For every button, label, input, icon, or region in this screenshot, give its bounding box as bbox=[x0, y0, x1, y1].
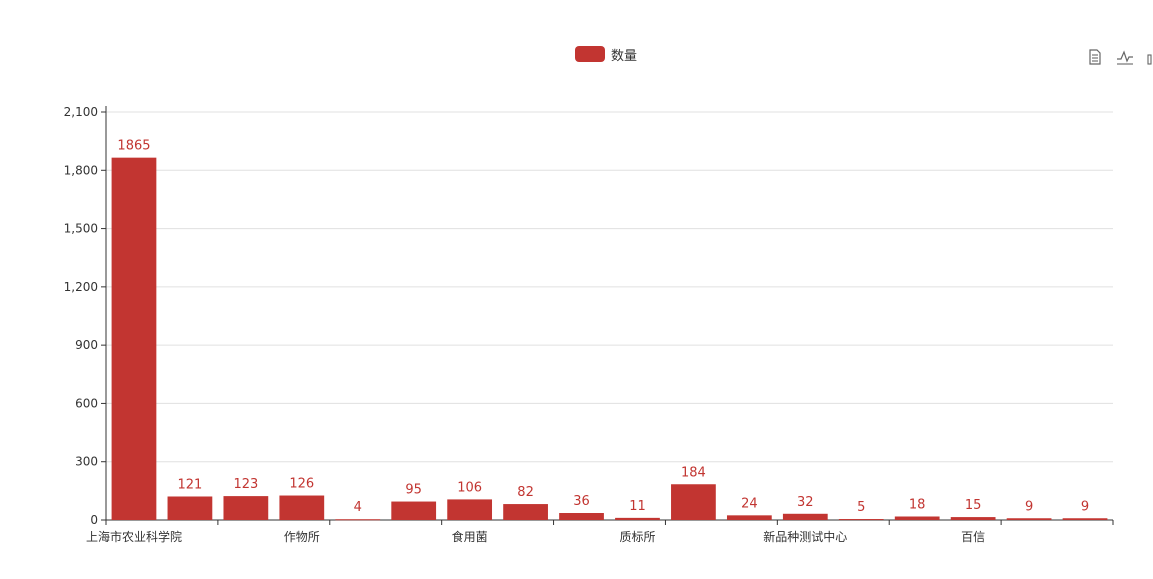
bar[interactable] bbox=[950, 517, 996, 520]
bar-value-label: 123 bbox=[233, 477, 258, 492]
bar[interactable] bbox=[335, 519, 381, 521]
bar[interactable] bbox=[447, 499, 493, 520]
bar[interactable] bbox=[167, 496, 213, 520]
bar-value-label: 15 bbox=[965, 498, 982, 513]
y-tick-label: 1,800 bbox=[64, 163, 98, 177]
bar-value-label: 9 bbox=[1025, 499, 1033, 514]
bar-chart-icon[interactable] bbox=[1146, 48, 1153, 66]
y-tick-label: 0 bbox=[90, 513, 98, 527]
y-tick-label: 600 bbox=[75, 396, 98, 410]
data-view-icon[interactable] bbox=[1086, 48, 1104, 66]
bar-value-label: 126 bbox=[289, 477, 314, 492]
bar-value-label: 32 bbox=[797, 495, 814, 510]
grid-lines bbox=[106, 111, 1113, 463]
axes: 0 300 600 900 1,200 1,500 1,800 2,100 上海市农业科学院 作物… bbox=[64, 105, 1114, 544]
bar[interactable] bbox=[559, 513, 604, 520]
bar-value-label: 82 bbox=[517, 485, 534, 500]
bar[interactable] bbox=[782, 513, 828, 520]
y-tick-label: 900 bbox=[75, 338, 98, 352]
bars bbox=[111, 157, 1108, 521]
x-tick-label: 新品种测试中心 bbox=[763, 529, 847, 544]
bar[interactable] bbox=[279, 495, 325, 520]
y-tick-label: 1,200 bbox=[64, 280, 98, 294]
bar-value-label: 106 bbox=[457, 480, 482, 495]
x-tick-label: 食用菌 bbox=[452, 529, 488, 544]
bar[interactable] bbox=[503, 504, 548, 520]
bar-value-label: 24 bbox=[741, 496, 758, 511]
bar-value-label: 18 bbox=[909, 498, 926, 513]
toolbox bbox=[1086, 48, 1153, 66]
y-tick-label: 1,500 bbox=[64, 222, 98, 236]
bar-value-label: 121 bbox=[178, 477, 203, 492]
y-tick-label: 300 bbox=[75, 455, 98, 469]
y-tick-label: 2,100 bbox=[64, 105, 98, 119]
x-tick-label: 作物所 bbox=[284, 530, 320, 544]
x-tick-label: 质标所 bbox=[619, 530, 655, 544]
bar-labels: 1865 121 123 126 4 95 106 82 36 11 184 24 32 5 18 15 9 9 bbox=[117, 139, 1089, 516]
bar-value-label: 36 bbox=[573, 494, 590, 509]
bar[interactable] bbox=[671, 484, 716, 520]
bar-value-label: 9 bbox=[1081, 499, 1089, 514]
bar[interactable] bbox=[111, 157, 157, 520]
bar[interactable] bbox=[894, 516, 940, 520]
bar[interactable] bbox=[726, 515, 772, 520]
bar[interactable] bbox=[838, 519, 884, 521]
bar[interactable] bbox=[1062, 518, 1108, 520]
bar-value-label: 1865 bbox=[117, 139, 150, 154]
legend-swatch bbox=[575, 46, 605, 62]
bar[interactable] bbox=[615, 517, 660, 520]
x-tick-label: 上海市农业科学院 bbox=[86, 529, 182, 544]
bar[interactable] bbox=[223, 496, 269, 520]
bar-value-label: 5 bbox=[857, 500, 865, 515]
x-tick-label: 百信 bbox=[961, 530, 985, 544]
bar-value-label: 95 bbox=[405, 483, 422, 498]
bar-value-label: 184 bbox=[681, 465, 706, 480]
bar-value-label: 4 bbox=[354, 500, 362, 515]
line-chart-icon[interactable] bbox=[1116, 48, 1134, 66]
legend-label: 数量 bbox=[611, 48, 638, 64]
legend[interactable]: 数量 bbox=[575, 45, 638, 64]
bar-value-label: 11 bbox=[629, 499, 646, 514]
bar[interactable] bbox=[391, 501, 437, 520]
bar[interactable] bbox=[1006, 518, 1052, 520]
